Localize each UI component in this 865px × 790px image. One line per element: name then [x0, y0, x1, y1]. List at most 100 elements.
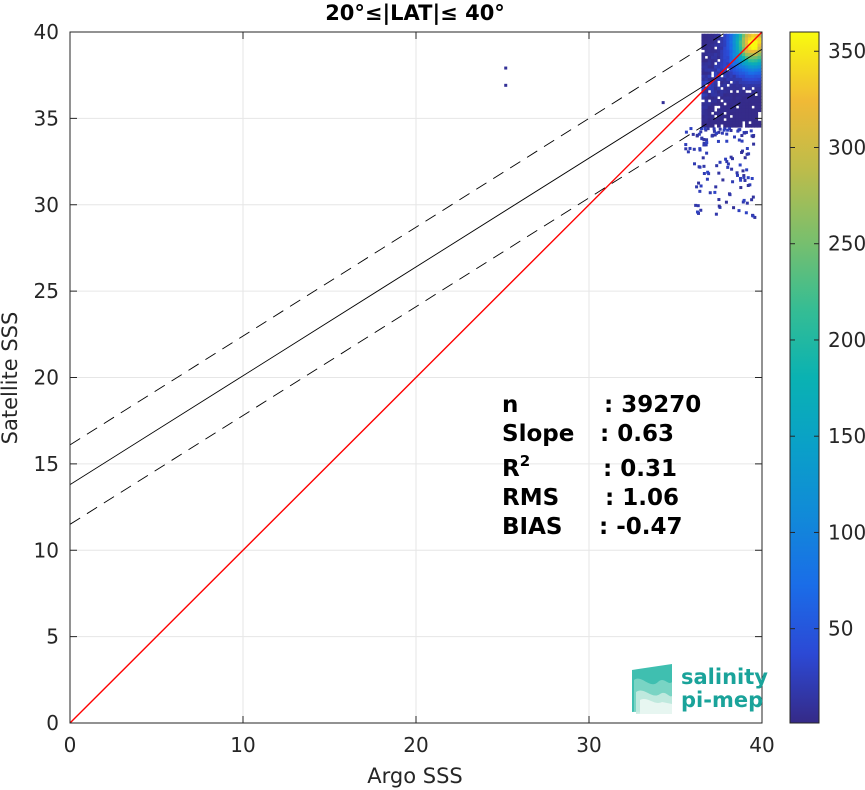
density-cell: [720, 55, 724, 60]
density-cell: [732, 80, 737, 85]
density-cell: [699, 208, 703, 212]
colorbar-tick-label: 100: [828, 520, 865, 544]
x-tick-label: 10: [230, 733, 255, 757]
density-cell: [726, 99, 731, 103]
density-cell: [707, 43, 712, 47]
density-cell: [710, 102, 715, 106]
density-cell: [757, 102, 762, 106]
density-cell: [704, 120, 709, 125]
density-cell: [754, 61, 759, 66]
density-cell: [707, 67, 712, 72]
density-cell: [717, 204, 721, 208]
stat-value: : -0.47: [599, 514, 683, 540]
density-cell: [735, 61, 740, 66]
density-cell: [732, 95, 737, 100]
density-cell: [745, 61, 749, 66]
density-cell: [717, 130, 721, 134]
density-cell: [738, 89, 743, 94]
density-cell: [729, 111, 734, 116]
density-cell: [748, 46, 752, 50]
density-cell: [738, 55, 743, 60]
density-cell: [745, 39, 749, 44]
density-cell: [702, 172, 706, 176]
density-cell: [717, 111, 721, 116]
density-cell: [701, 92, 706, 97]
density-cell: [710, 36, 715, 41]
density-cell: [701, 95, 706, 100]
density-cell: [713, 95, 718, 100]
density-cell: [757, 36, 762, 41]
density-cell: [748, 67, 752, 72]
density-cell: [748, 117, 752, 122]
density-cell: [723, 55, 727, 60]
density-cell: [742, 174, 746, 178]
density-cell: [738, 114, 743, 119]
y-tick-label: 5: [46, 625, 59, 649]
density-cell: [735, 46, 740, 50]
density-cell: [707, 52, 712, 57]
density-cell: [695, 134, 699, 138]
line-fit: [70, 48, 762, 485]
density-cell: [732, 49, 737, 53]
density-cell: [754, 86, 759, 91]
density-cell: [710, 114, 715, 119]
density-cell: [701, 61, 706, 66]
density-cell: [717, 36, 721, 41]
density-cell: [741, 111, 746, 116]
density-cell: [707, 55, 712, 60]
density-cell: [713, 86, 718, 91]
density-cell: [714, 212, 718, 216]
density-cell: [741, 77, 746, 81]
density-cell: [705, 138, 709, 142]
density-cell: [704, 80, 709, 85]
density-cell: [738, 120, 743, 125]
density-cell: [707, 64, 712, 69]
density-cell: [704, 99, 709, 103]
density-cell: [725, 139, 729, 143]
density-cell: [751, 71, 755, 75]
density-cell: [703, 127, 707, 131]
density-cell: [726, 58, 731, 63]
density-cell: [741, 46, 746, 50]
density-cell: [729, 77, 734, 81]
density-cell: [725, 132, 729, 136]
density-cell: [729, 102, 734, 106]
density-cell: [704, 95, 709, 100]
stat-value: : 0.63: [600, 421, 674, 447]
density-cell: [684, 147, 688, 151]
density-cell: [751, 102, 755, 106]
density-cell: [726, 114, 731, 119]
density-cell: [729, 105, 734, 109]
density-cell: [745, 99, 749, 103]
density-cell: [707, 71, 712, 75]
density-cell: [706, 170, 710, 174]
density-cell: [741, 52, 746, 57]
density-cell: [751, 83, 755, 88]
density-cell: [695, 210, 699, 214]
density-cell: [745, 123, 749, 128]
density-cell: [720, 52, 724, 57]
density-cell: [748, 114, 752, 119]
density-cell: [710, 58, 715, 63]
density-cell: [710, 86, 715, 91]
density-cell: [745, 95, 749, 100]
density-cell: [757, 46, 762, 50]
density-cell: [697, 181, 701, 185]
density-cell: [726, 80, 731, 85]
density-cell: [710, 77, 715, 81]
density-cell: [713, 99, 718, 103]
density-cell: [749, 129, 753, 133]
density-cell: [710, 67, 715, 72]
density-cell: [701, 77, 706, 81]
density-cell: [741, 99, 746, 103]
density-cell: [738, 105, 743, 109]
density-cell: [757, 43, 762, 47]
density-cell: [751, 99, 755, 103]
density-cell: [748, 55, 752, 60]
density-cell: [738, 49, 743, 53]
density-cell: [707, 120, 712, 125]
density-cell: [738, 43, 743, 47]
density-cell: [713, 80, 718, 85]
density-cell: [732, 83, 737, 88]
density-cell: [738, 108, 743, 113]
